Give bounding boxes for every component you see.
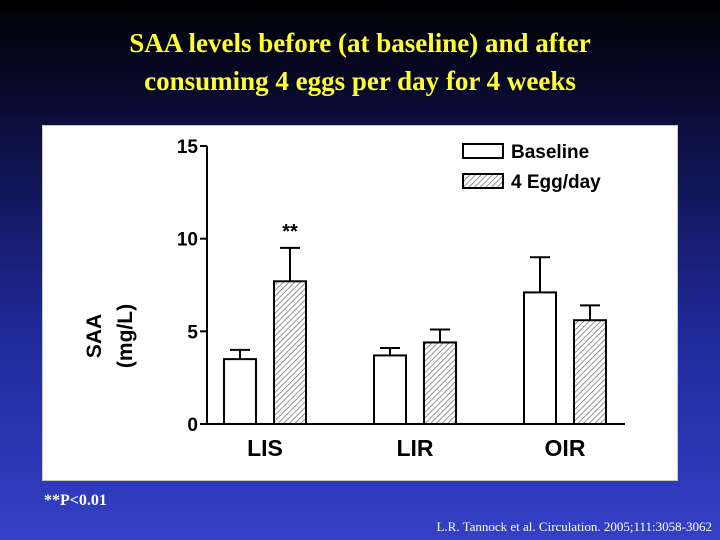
y-tick-label: 0 [187,415,198,436]
x-category-label: OIR [545,435,586,461]
bar-lis-egg [273,280,307,425]
slide-title-line-1: SAA levels before (at baseline) and afte… [129,28,591,58]
legend-label: Baseline [511,142,589,163]
x-category-label: LIR [396,435,433,461]
x-category-label: LIS [247,435,283,461]
legend-swatch [462,143,504,159]
bar-oir-egg [573,319,607,425]
y-tick-label: 5 [187,322,198,343]
chart-panel: SAA (mg/L) 0 5 10 15 ** LIS LIR OIR Baseline 4 Eg… [42,125,678,481]
y-tick-label: 15 [177,137,199,158]
bar-chart: SAA (mg/L) 0 5 10 15 ** LIS LIR OIR Baseline 4 Eg… [83,137,625,461]
bar-lir-egg [423,341,457,426]
slide-title-line-2: consuming 4 eggs per day for 4 weeks [144,66,576,96]
legend-swatch [462,173,504,189]
y-axis-label-line-1: SAA [83,314,106,358]
bar-oir-baseline [523,291,557,425]
significance-footnote: **P<0.01 [44,492,107,509]
y-axis-label-line-2: (mg/L) [114,304,137,368]
bar-lir-baseline [373,354,407,425]
y-tick-label: 10 [177,230,198,251]
significance-marker: ** [282,221,298,243]
slide-title: SAA levels before (at baseline) and afte… [0,24,720,100]
citation: L.R. Tannock et al. Circulation. 2005;11… [436,519,712,534]
bar-lis-baseline [223,358,257,425]
legend-label: 4 Egg/day [511,172,601,193]
